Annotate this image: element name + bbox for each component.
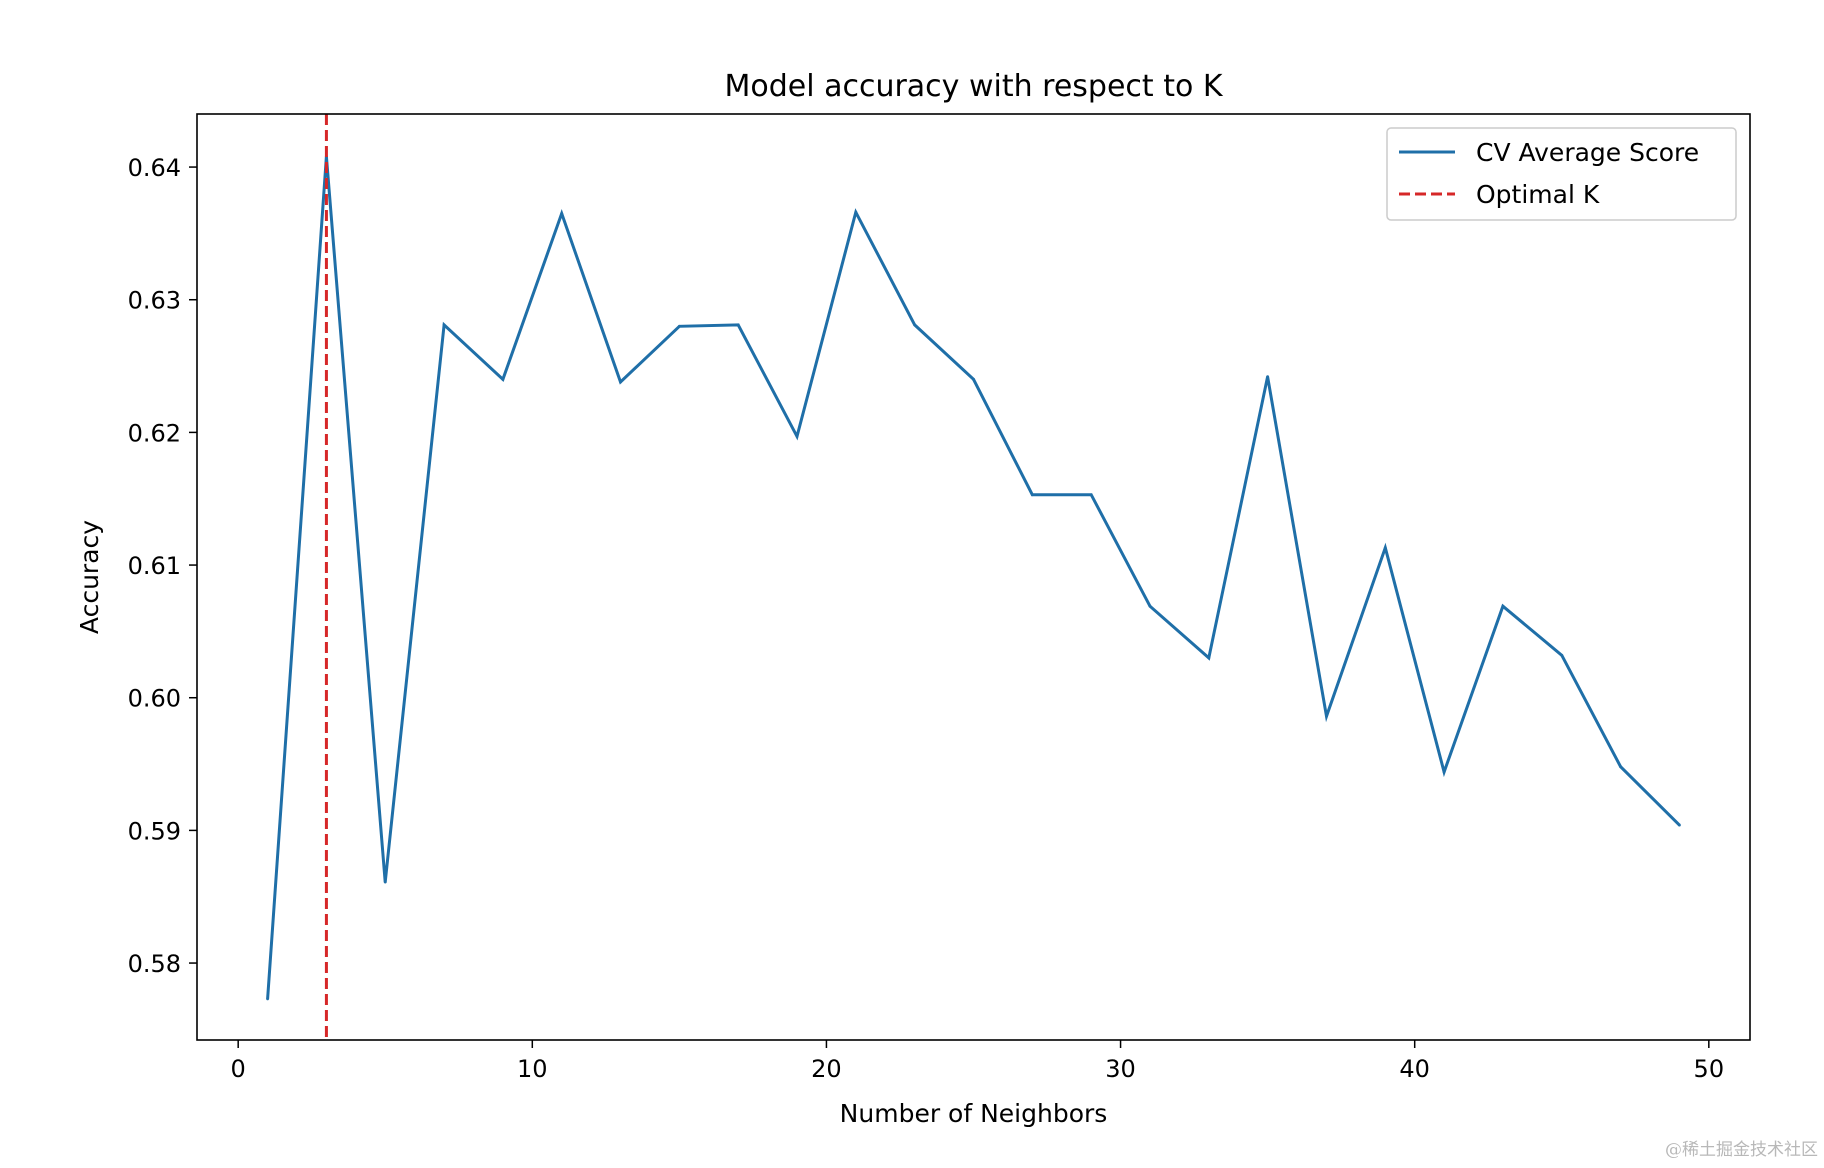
watermark-text: @稀土掘金技术社区: [1665, 1140, 1818, 1160]
y-tick-label: 0.64: [128, 154, 181, 182]
data-point: [619, 380, 622, 384]
data-point: [442, 323, 446, 327]
data-point: [1501, 604, 1505, 608]
y-tick-label: 0.62: [128, 419, 181, 447]
data-point: [1148, 604, 1152, 608]
legend-box: [1386, 127, 1737, 221]
data-point: [1383, 546, 1387, 550]
series-line-cv-average-score: [266, 156, 1681, 1000]
data-point: [383, 880, 387, 884]
data-point: [1619, 765, 1622, 769]
data-point: [1442, 770, 1446, 774]
chart-title: Model accuracy with respect to K: [724, 69, 1223, 104]
legend-label-optimal-k: Optimal K: [1476, 180, 1600, 209]
data-point: [1266, 375, 1270, 379]
x-tick-label: 30: [1105, 1055, 1136, 1083]
data-point: [266, 997, 269, 1001]
data-point: [1560, 653, 1564, 657]
data-point: [1089, 493, 1093, 497]
data-point: [795, 434, 799, 438]
data-point: [560, 212, 564, 215]
x-tick-label: 0: [231, 1055, 246, 1083]
x-axis-label: Number of Neighbors: [840, 1099, 1108, 1128]
data-point: [1030, 493, 1034, 497]
plot-area: [266, 114, 1681, 1040]
legend-label-cv-average-score: CV Average Score: [1476, 138, 1699, 167]
legend: CV Average Score Optimal K: [1386, 127, 1737, 221]
y-tick-label: 0.61: [128, 552, 181, 580]
x-tick-label: 10: [517, 1055, 548, 1083]
data-point: [854, 210, 858, 214]
data-point: [677, 324, 681, 328]
x-tick-label: 40: [1399, 1055, 1430, 1083]
x-tick-label: 50: [1694, 1055, 1725, 1083]
data-point: [1207, 656, 1211, 660]
data-point: [1678, 823, 1681, 827]
axes-frame: [196, 113, 1751, 1041]
data-point: [972, 377, 975, 381]
y-tick-label: 0.63: [128, 287, 181, 315]
data-point: [736, 323, 740, 327]
y-tick-label: 0.59: [128, 817, 181, 845]
y-tick-label: 0.58: [128, 950, 181, 978]
y-tick-label: 0.60: [128, 685, 181, 713]
data-point: [501, 377, 505, 381]
data-point: [1325, 714, 1328, 718]
data-point: [913, 323, 917, 327]
y-axis-label: Accuracy: [75, 520, 104, 634]
x-tick-label: 20: [811, 1055, 842, 1083]
